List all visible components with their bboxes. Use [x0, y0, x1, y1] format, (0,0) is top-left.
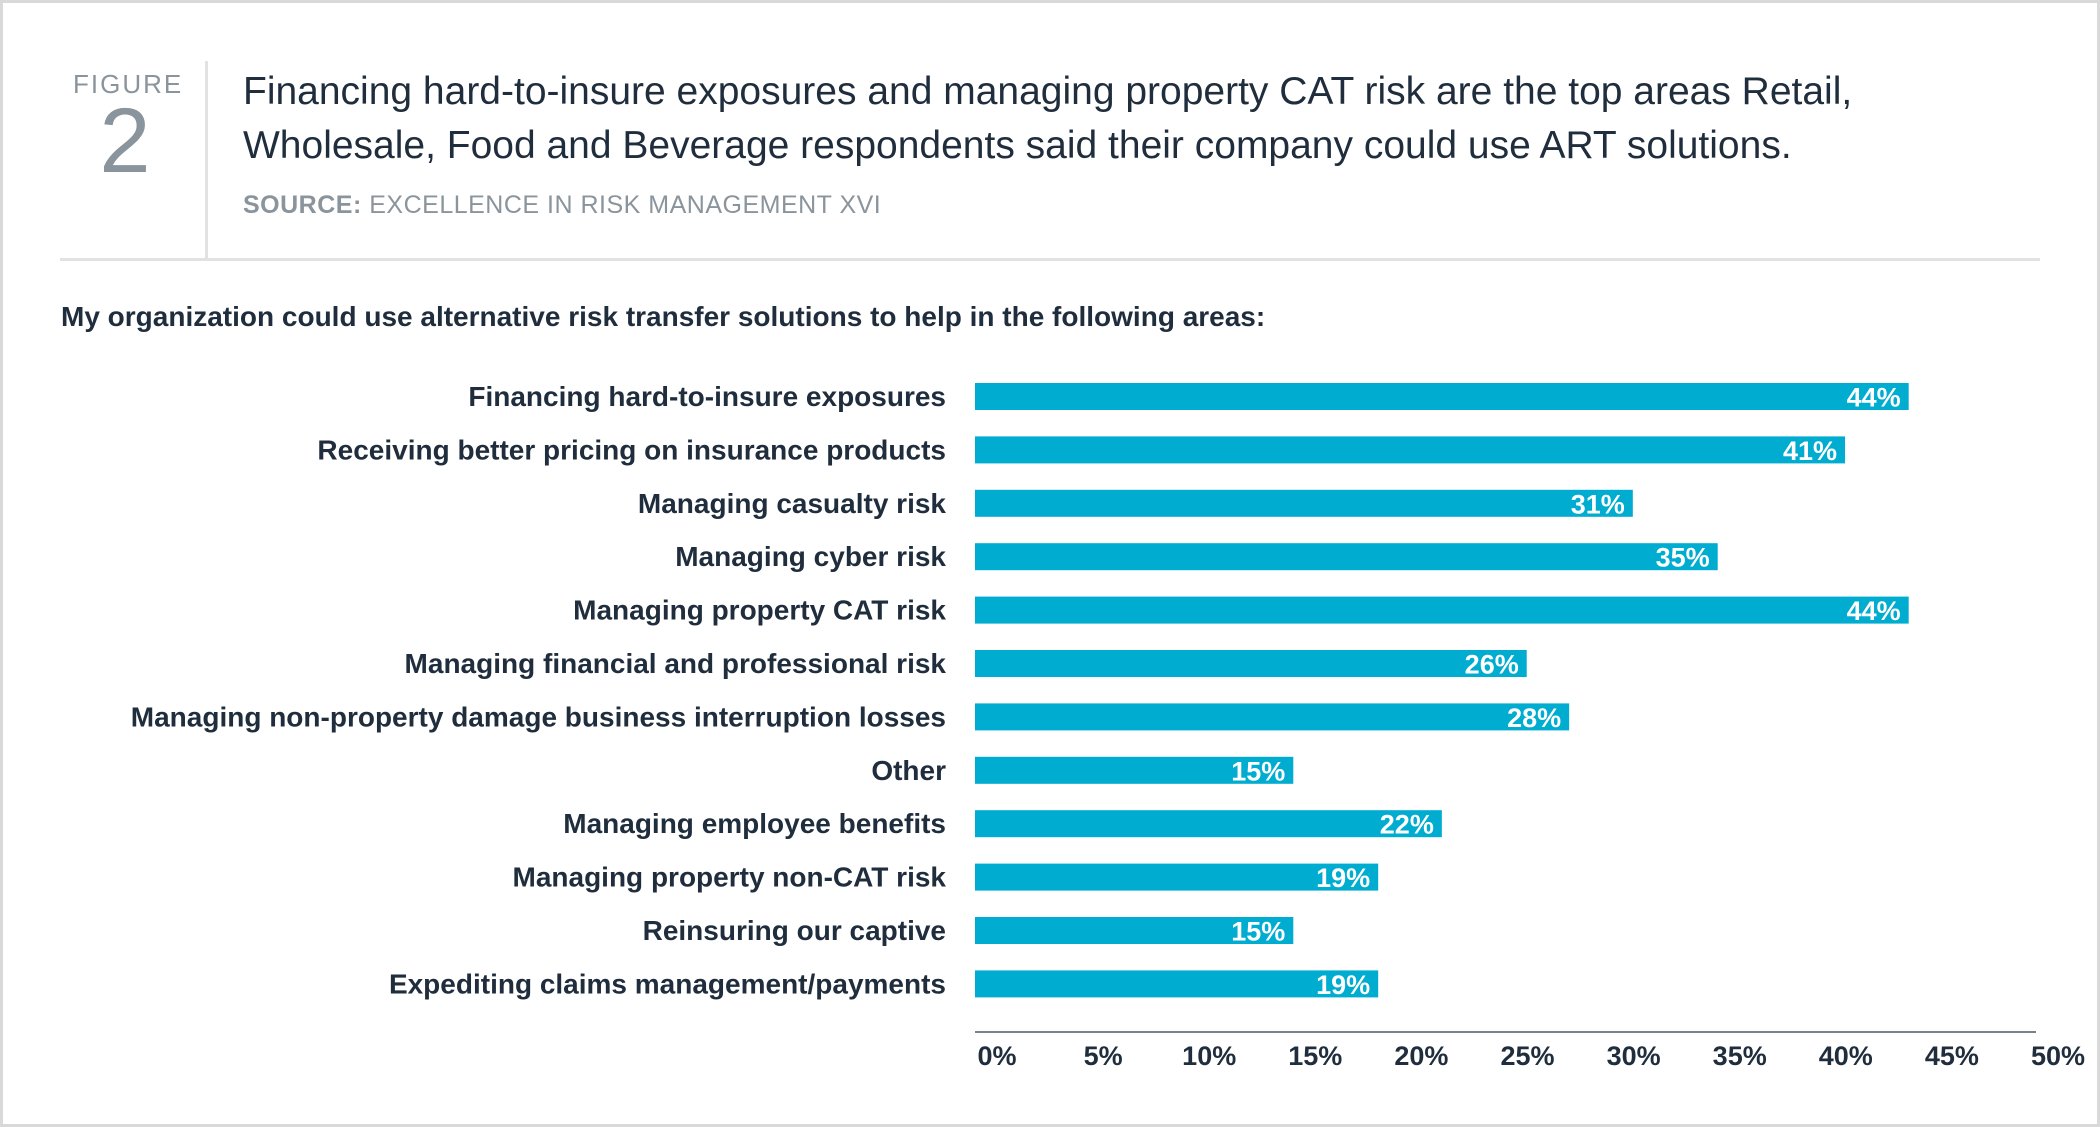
x-tick-label: 45% — [1925, 1041, 1979, 1071]
data-label: 19% — [1316, 970, 1370, 1000]
data-label: 41% — [1783, 436, 1837, 466]
x-tick-label: 0% — [977, 1041, 1016, 1071]
bar — [975, 917, 1294, 944]
figure-headline: Financing hard-to-insure exposures and m… — [243, 65, 2043, 173]
x-tick-label: 5% — [1084, 1041, 1123, 1071]
headline-line-2: Wholesale, Food and Beverage respondents… — [243, 124, 1792, 167]
headline-line-1: Financing hard-to-insure exposures and m… — [243, 70, 1853, 113]
category-label: Financing hard-to-insure exposures — [468, 381, 946, 412]
bar — [975, 543, 1718, 571]
data-label: 44% — [1847, 596, 1901, 626]
x-tick-label: 10% — [1182, 1041, 1236, 1071]
bar — [975, 383, 1909, 410]
data-label: 35% — [1656, 543, 1710, 573]
bar — [975, 489, 1633, 517]
category-label: Managing cyber risk — [675, 541, 946, 572]
figure-word: FIGURE — [73, 69, 184, 99]
bar — [975, 650, 1527, 677]
bar — [975, 703, 1570, 731]
bar — [975, 810, 1442, 838]
source-line: SOURCE: EXCELLENCE IN RISK MANAGEMENT XV… — [243, 191, 881, 220]
data-label: 19% — [1316, 863, 1370, 893]
category-label: Managing employee benefits — [563, 808, 946, 839]
x-tick-label: 40% — [1819, 1041, 1873, 1071]
source-text: EXCELLENCE IN RISK MANAGEMENT XVI — [369, 191, 882, 219]
x-tick-label: 20% — [1394, 1041, 1448, 1071]
horizontal-divider — [60, 258, 2040, 261]
category-label: Managing non-property damage business in… — [131, 701, 946, 732]
category-label: Managing property CAT risk — [573, 595, 946, 626]
source-label: SOURCE: — [243, 191, 362, 219]
bar — [975, 970, 1379, 998]
x-tick-label: 15% — [1288, 1041, 1342, 1071]
data-label: 26% — [1465, 650, 1519, 680]
category-label: Reinsuring our captive — [643, 915, 946, 946]
bar — [975, 436, 1846, 464]
data-label: 22% — [1380, 810, 1434, 840]
x-tick-label: 35% — [1713, 1041, 1767, 1071]
category-label: Managing financial and professional risk — [405, 648, 947, 679]
category-label: Managing casualty risk — [638, 488, 947, 519]
category-label: Other — [871, 755, 946, 786]
data-label: 44% — [1847, 383, 1901, 413]
bar — [975, 756, 1294, 784]
data-label: 31% — [1571, 489, 1625, 519]
data-label: 28% — [1507, 703, 1561, 733]
x-tick-label: 25% — [1500, 1041, 1554, 1071]
category-label: Expediting claims management/payments — [389, 968, 946, 999]
bar — [975, 596, 1909, 624]
data-label: 15% — [1231, 917, 1285, 947]
category-label: Receiving better pricing on insurance pr… — [317, 434, 946, 465]
x-tick-label: 50% — [2031, 1041, 2085, 1071]
data-label: 15% — [1231, 756, 1285, 786]
bar — [975, 863, 1379, 891]
figure-number: 2 — [99, 90, 151, 192]
x-tick-label: 30% — [1607, 1041, 1661, 1071]
category-label: Managing property non-CAT risk — [513, 862, 947, 893]
vertical-divider — [205, 61, 208, 259]
chart-title: My organization could use alternative ri… — [61, 301, 1266, 332]
